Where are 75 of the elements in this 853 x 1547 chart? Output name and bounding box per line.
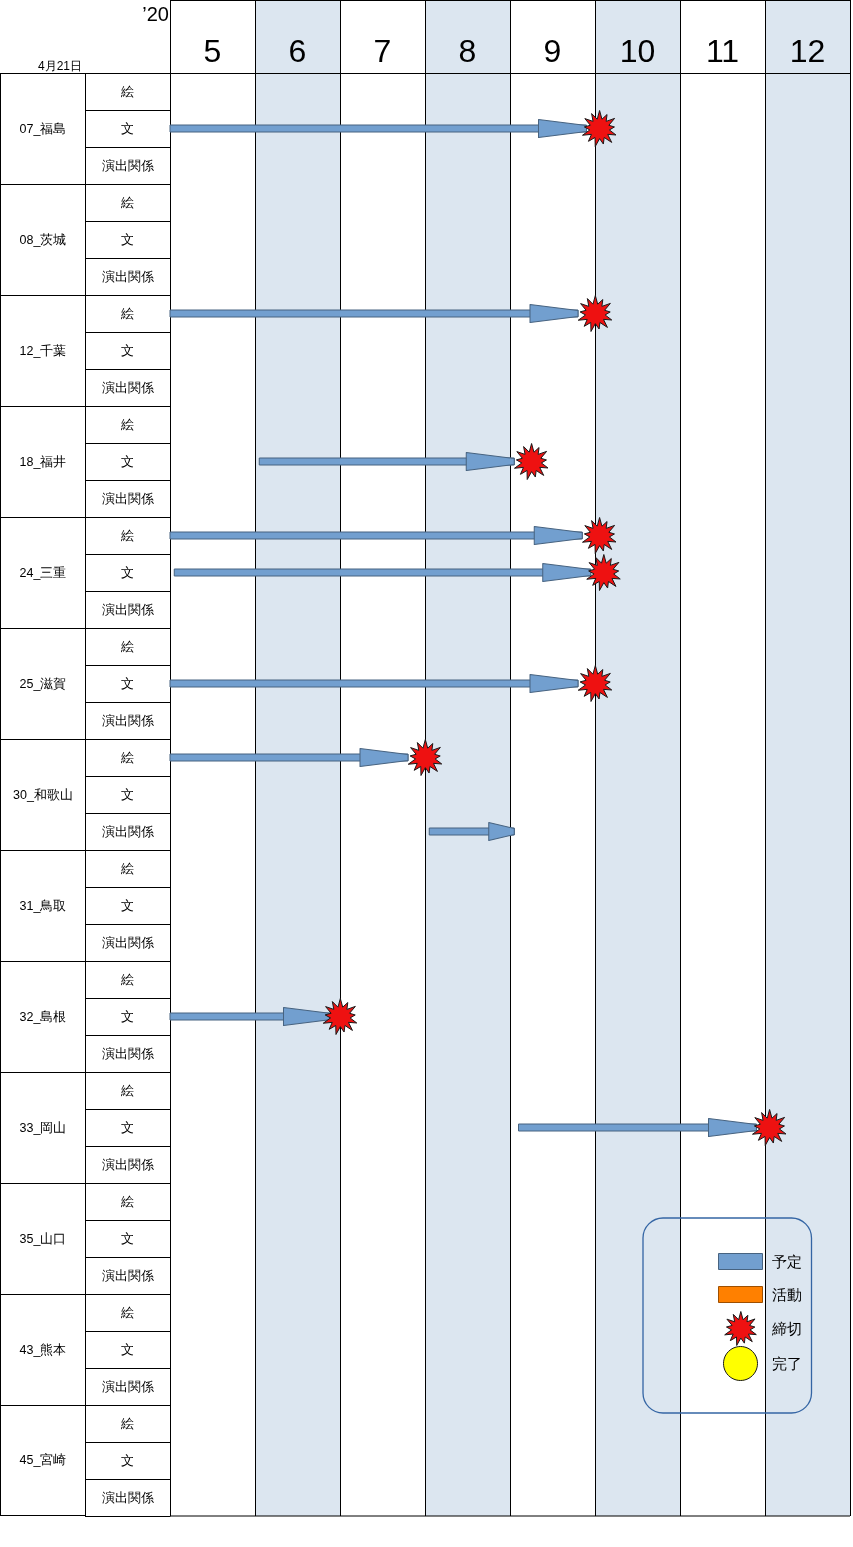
y-tick-label: 絵	[120, 750, 134, 765]
y-tick-label: 演出関係	[101, 1490, 154, 1505]
y-tick-label: 文	[121, 454, 134, 469]
y-tick-label: 演出関係	[101, 602, 154, 617]
y-tick-label: 絵	[120, 1194, 134, 1209]
y-tick-label: 絵	[120, 1416, 134, 1431]
y-tick-label: 絵	[120, 306, 134, 321]
point	[514, 443, 549, 480]
y-tick-label: 演出関係	[101, 158, 154, 173]
point	[582, 110, 617, 147]
text: 07_福島	[19, 120, 67, 138]
y-tick-label: 文	[121, 565, 134, 580]
x-tick-label: 11	[705, 33, 740, 69]
y-tick-label: 文	[121, 1120, 134, 1135]
x-tick-label: 8	[458, 33, 477, 69]
y-tick-label: 文	[121, 1009, 134, 1024]
y-tick-label: 演出関係	[101, 1157, 154, 1172]
y-tick-label: 演出関係	[101, 1379, 154, 1394]
x-tick-label: 9	[543, 33, 562, 69]
text: 08_茨城	[19, 231, 67, 249]
y-tick-label: 演出関係	[101, 269, 154, 284]
legend-label: 活動	[771, 1286, 802, 1303]
y-tick-label: 文	[121, 343, 134, 358]
y-tick-label: 演出関係	[101, 935, 154, 950]
y-tick-label: 文	[121, 676, 134, 691]
x-tick-label: 10	[619, 33, 656, 69]
x-tick-label: 5	[203, 33, 222, 69]
y-tick-label: 絵	[120, 861, 134, 876]
x-tick-label: 6	[288, 33, 307, 69]
y-tick-label: 絵	[120, 639, 134, 654]
text: 33_岡山	[19, 1119, 67, 1137]
y-tick-label: 絵	[120, 195, 134, 210]
text: 30_和歌山	[13, 786, 73, 804]
y-tick-label: 絵	[120, 1305, 134, 1320]
y-tick-label: 文	[121, 787, 134, 802]
x-axis-title: ’20	[142, 3, 169, 25]
y-tick-label: 文	[121, 1231, 134, 1246]
legend-label: 予定	[771, 1253, 802, 1270]
text: 4月21日	[37, 59, 83, 73]
y-tick-label: 絵	[120, 417, 134, 432]
text: 31_鳥取	[19, 897, 67, 915]
y-tick-label: 文	[121, 121, 134, 136]
y-tick-label: 演出関係	[101, 1046, 154, 1061]
text: 12_千葉	[19, 342, 67, 360]
y-tick-label: 文	[121, 898, 134, 913]
legend-label: 完了	[771, 1355, 802, 1372]
text: 24_三重	[19, 564, 67, 582]
y-tick-label: 演出関係	[101, 1268, 154, 1283]
y-tick-label: 演出関係	[101, 713, 154, 728]
text: 43_熊本	[19, 1341, 67, 1359]
y-tick-label: 文	[121, 1342, 134, 1357]
x-tick-label: 7	[373, 33, 392, 69]
point	[577, 665, 613, 702]
point	[586, 554, 621, 591]
point	[322, 998, 358, 1035]
text: 25_滋賀	[19, 675, 67, 693]
y-tick-label: 絵	[120, 84, 134, 99]
y-tick-label: 文	[121, 232, 134, 247]
text: 32_島根	[19, 1008, 67, 1026]
y-tick-label: 絵	[120, 528, 134, 543]
y-tick-label: 演出関係	[101, 824, 154, 839]
y-tick-label: 文	[121, 1453, 134, 1468]
y-tick-label: 演出関係	[101, 380, 154, 395]
text: 35_山口	[19, 1230, 67, 1248]
point	[407, 739, 443, 776]
point	[582, 517, 617, 554]
point	[752, 1109, 787, 1146]
y-tick-label: 絵	[120, 1083, 134, 1098]
y-tick-label: 演出関係	[101, 491, 154, 506]
text: 45_宮崎	[19, 1452, 67, 1469]
legend-label: 締切	[770, 1320, 802, 1337]
x-tick-label: 12	[789, 33, 826, 69]
point	[577, 295, 613, 332]
y-tick-label: 絵	[120, 972, 134, 987]
text: 18_福井	[19, 453, 67, 471]
